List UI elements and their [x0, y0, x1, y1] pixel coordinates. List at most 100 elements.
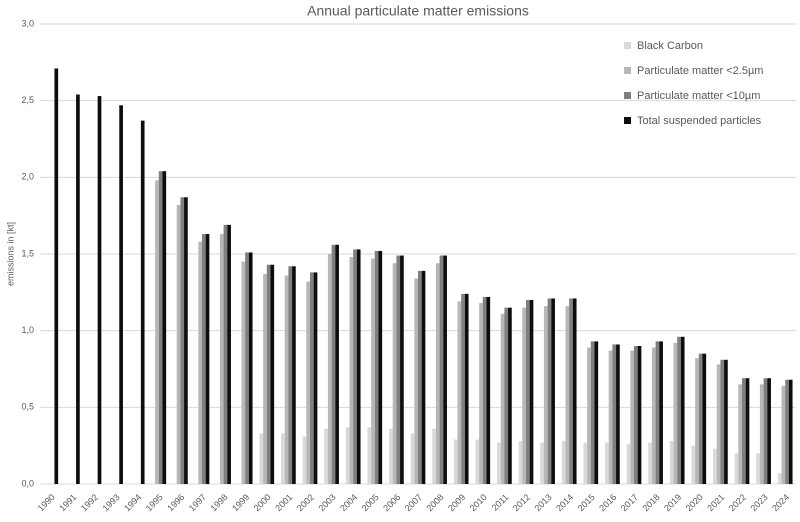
bar — [590, 341, 595, 484]
chart-title: Annual particulate matter emissions — [307, 3, 529, 19]
bar — [634, 346, 638, 484]
x-tick-label: 2001 — [273, 492, 294, 513]
bar — [651, 347, 656, 484]
bar — [356, 249, 361, 484]
bar — [263, 273, 267, 484]
bar — [518, 441, 523, 484]
bar — [504, 307, 509, 484]
x-tick-label: 2014 — [554, 492, 575, 513]
bar — [677, 336, 681, 484]
x-tick-label: 2004 — [338, 492, 359, 513]
bar — [583, 442, 588, 484]
bar — [223, 224, 228, 484]
bar — [97, 96, 102, 485]
x-tick-label: 1999 — [230, 492, 251, 513]
bar — [310, 272, 314, 484]
x-tick-label: 2007 — [403, 492, 424, 513]
bar — [227, 224, 231, 484]
bar — [745, 378, 750, 484]
bar — [432, 428, 436, 484]
y-tick-label: 1,5 — [21, 248, 34, 258]
x-tick-label: 2003 — [316, 492, 337, 513]
bar — [497, 442, 501, 484]
bar — [475, 439, 480, 484]
y-tick-label: 1,0 — [21, 325, 34, 335]
x-tick-label: 2012 — [511, 492, 532, 513]
x-tick-label: 2015 — [576, 492, 597, 513]
bar — [626, 444, 631, 484]
bar — [259, 433, 264, 484]
bar — [716, 364, 721, 484]
bar — [637, 346, 642, 484]
x-tick-label: 1993 — [100, 492, 121, 513]
bar — [551, 298, 555, 484]
bar — [378, 250, 383, 484]
bar — [155, 180, 159, 484]
bar — [648, 442, 652, 484]
x-tick-label: 2023 — [748, 492, 769, 513]
bar — [331, 244, 336, 484]
bar — [349, 257, 354, 484]
bar — [720, 359, 725, 484]
bar — [457, 301, 462, 484]
bar — [788, 379, 793, 484]
bar — [540, 442, 544, 484]
x-tick-label: 2013 — [532, 492, 553, 513]
bar — [630, 350, 634, 484]
bar — [184, 197, 188, 484]
legend-label: Black Carbon — [637, 40, 703, 52]
x-tick-label: 2006 — [381, 492, 402, 513]
legend-label: Particulate matter <10µm — [637, 90, 760, 102]
bar — [767, 378, 771, 484]
bar — [306, 281, 310, 484]
bar — [713, 448, 717, 484]
bar — [777, 473, 782, 484]
bar — [266, 264, 271, 484]
bar — [202, 234, 206, 484]
bar — [594, 341, 599, 484]
bar — [443, 255, 447, 484]
bar — [353, 249, 357, 484]
bar — [695, 358, 699, 484]
bar — [140, 120, 145, 484]
bar — [292, 266, 296, 484]
legend-swatch — [624, 67, 631, 74]
x-tick-label: 1998 — [208, 492, 229, 513]
bar — [327, 254, 332, 484]
bar — [302, 436, 307, 484]
x-tick-label: 2022 — [727, 492, 748, 513]
legend-label: Particulate matter <2.5µm — [637, 65, 763, 77]
x-tick-label: 2020 — [684, 492, 705, 513]
bar — [500, 313, 505, 484]
x-tick-label: 2010 — [468, 492, 489, 513]
bar — [522, 307, 526, 484]
bar — [565, 306, 570, 484]
bar — [785, 379, 789, 484]
x-tick-label: 2008 — [424, 492, 445, 513]
bar — [738, 384, 742, 484]
bar — [410, 433, 415, 484]
bar — [702, 353, 707, 484]
bar — [76, 94, 80, 485]
bar — [389, 428, 393, 484]
bar — [691, 445, 696, 484]
bar — [270, 264, 275, 484]
x-tick-label: 2024 — [770, 492, 791, 513]
bar — [608, 350, 613, 484]
bar — [616, 344, 620, 484]
legend-swatch — [624, 42, 631, 49]
bar — [659, 341, 663, 484]
x-tick-label: 1995 — [144, 492, 165, 513]
x-tick-label: 2011 — [490, 492, 511, 513]
x-tick-label: 1990 — [36, 492, 57, 513]
bar — [284, 275, 289, 484]
bar — [176, 204, 181, 484]
y-tick-label: 0,5 — [21, 402, 34, 412]
bar — [561, 441, 566, 484]
bar — [612, 344, 617, 484]
y-tick-label: 2,5 — [21, 95, 34, 105]
bar — [759, 384, 764, 484]
bar — [367, 427, 372, 484]
x-tick-label: 1997 — [187, 492, 208, 513]
